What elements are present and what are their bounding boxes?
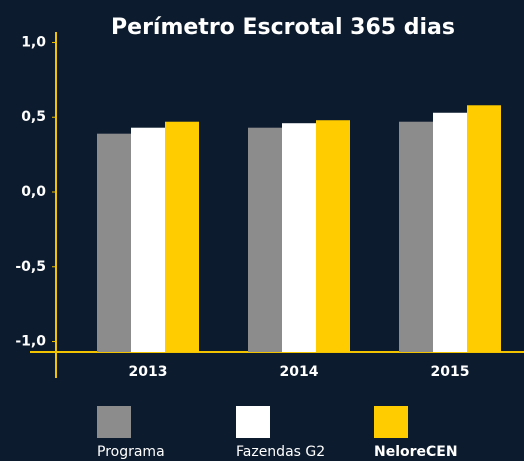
- x-tick-label: 2015: [431, 364, 470, 380]
- bar: [282, 123, 316, 352]
- y-tick-label: 0,0: [21, 184, 46, 200]
- x-tick-label: 2013: [129, 364, 168, 380]
- bar: [131, 127, 165, 353]
- legend-label: NeloreCEN: [374, 444, 458, 460]
- bar: [316, 120, 350, 352]
- y-tick-label: 0,5: [21, 109, 46, 125]
- x-tick-label: 2014: [280, 364, 319, 380]
- bar: [399, 121, 433, 352]
- legend-label: Programa: [97, 444, 165, 460]
- bar: [97, 133, 131, 352]
- y-tick-label: -1,0: [15, 334, 46, 350]
- bar: [433, 112, 467, 352]
- legend-label: Fazendas G2: [236, 444, 325, 460]
- bar: [467, 105, 501, 352]
- y-tick-label: -0,5: [15, 259, 46, 275]
- legend-swatch: [374, 406, 408, 438]
- legend-swatch: [236, 406, 270, 438]
- chart-title: Perímetro Escrotal 365 dias: [111, 15, 455, 40]
- y-tick-label: 1,0: [21, 34, 46, 50]
- bar: [165, 121, 199, 352]
- legend-swatch: [97, 406, 131, 438]
- bar: [248, 127, 282, 353]
